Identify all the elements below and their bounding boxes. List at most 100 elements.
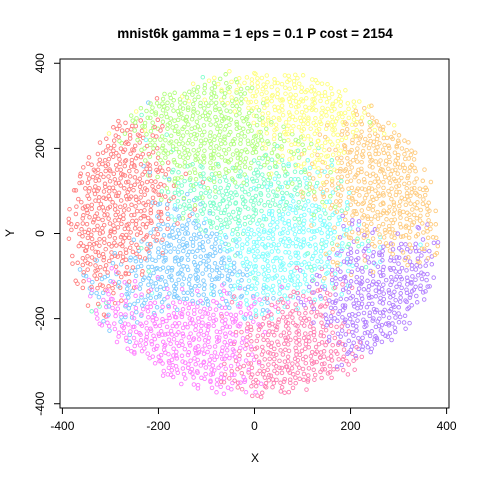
data-point [228,117,234,122]
data-point [218,185,223,191]
data-point [301,229,306,235]
data-point [374,307,379,313]
data-point [333,199,339,204]
data-point [380,331,386,337]
data-point [271,296,276,301]
data-point [336,340,342,346]
data-point [206,103,211,109]
data-point [286,148,292,154]
data-point [145,215,151,221]
data-point [347,169,353,175]
data-point [184,226,189,231]
data-point [186,122,191,127]
data-point [206,239,211,244]
data-point [348,160,353,165]
data-point [273,245,279,251]
data-point [351,112,357,118]
data-point [282,376,287,382]
data-point [391,176,397,182]
data-point [127,174,133,179]
data-point [184,118,189,124]
data-point [160,145,165,151]
data-point [89,232,94,238]
data-point [266,199,271,205]
data-point [383,162,388,167]
data-point [274,273,279,278]
data-point [288,176,294,182]
data-point [414,206,419,211]
data-point [95,227,100,232]
data-point [169,357,175,363]
data-point [149,109,154,114]
data-point [338,198,343,204]
data-point [158,284,163,290]
data-point [312,194,317,199]
data-point [396,311,401,316]
data-point [234,112,239,118]
data-point [201,278,206,283]
data-point [165,189,171,195]
data-point [338,103,343,108]
data-point [253,383,259,389]
data-point [110,154,116,159]
data-point [183,376,188,381]
data-point [206,335,212,341]
data-point [185,105,191,110]
data-point [331,132,336,137]
data-point [274,193,280,199]
data-point [247,166,253,171]
data-point [140,151,146,157]
data-point [213,94,219,100]
data-point [153,346,159,351]
data-point [269,287,275,293]
data-point [245,129,251,134]
data-point [161,368,167,374]
data-point [253,187,259,192]
data-point [278,389,284,394]
data-point [276,317,282,322]
data-point [134,309,139,315]
data-point [335,235,341,240]
data-point [195,357,200,363]
data-point [342,120,348,125]
data-point [285,320,291,326]
data-point [211,312,216,318]
data-point [336,89,342,94]
data-point [133,284,139,290]
data-point [283,347,288,353]
data-point [180,342,185,348]
data-point [312,88,317,93]
data-point [180,366,186,371]
data-point [330,309,335,315]
data-point [338,276,343,282]
data-point [184,129,190,135]
data-point [191,101,196,107]
data-point [227,376,232,381]
data-point [173,281,179,287]
data-point [425,271,430,277]
data-point [329,375,334,381]
data-point [399,195,404,200]
data-point [363,246,368,252]
data-point [284,190,290,196]
data-point [176,238,182,244]
data-point [227,277,232,283]
data-point [167,120,173,126]
data-point [318,153,324,158]
data-point [282,267,288,272]
data-point [193,323,199,329]
data-point [307,181,313,186]
data-point [242,172,247,177]
data-point [89,236,95,242]
data-point [171,294,177,300]
data-point [421,197,426,202]
data-point [297,365,302,370]
data-point [304,387,309,392]
data-point [249,160,254,166]
data-point [260,86,266,92]
data-point [212,134,217,139]
data-point [265,156,271,161]
data-point [179,353,185,359]
data-point [151,270,156,276]
data-point [256,227,261,232]
